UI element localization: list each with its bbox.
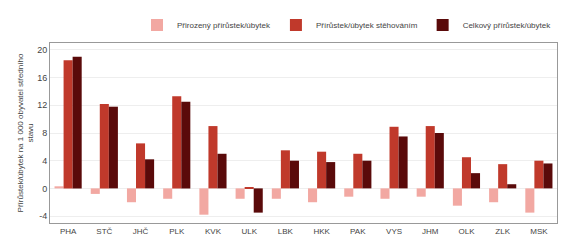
svg-text:KVK: KVK bbox=[205, 227, 222, 236]
svg-text:STČ: STČ bbox=[96, 227, 112, 236]
svg-text:OLK: OLK bbox=[458, 227, 475, 236]
svg-text:MSK: MSK bbox=[530, 227, 548, 236]
svg-text:20: 20 bbox=[37, 45, 47, 55]
svg-text:Přírůstek/úbytek na 1 000 obyv: Přírůstek/úbytek na 1 000 obyvatel střed… bbox=[16, 53, 35, 212]
svg-text:PHA: PHA bbox=[60, 227, 77, 236]
svg-text:JHM: JHM bbox=[422, 227, 439, 236]
svg-text:Celkový přírůstek/úbytek: Celkový přírůstek/úbytek bbox=[463, 21, 552, 30]
svg-text:Přírůstek/úbytek stěhováním: Přírůstek/úbytek stěhováním bbox=[316, 21, 418, 30]
svg-text:JHČ: JHČ bbox=[133, 227, 149, 236]
svg-text:Přirozený přírůstek/úbytek: Přirozený přírůstek/úbytek bbox=[177, 21, 271, 30]
svg-text:PLK: PLK bbox=[169, 227, 185, 236]
svg-text:PAK: PAK bbox=[350, 227, 366, 236]
svg-text:4: 4 bbox=[42, 156, 47, 166]
svg-text:HKK: HKK bbox=[313, 227, 330, 236]
svg-text:12: 12 bbox=[37, 100, 47, 110]
svg-text:-4: -4 bbox=[39, 211, 47, 221]
svg-text:ULK: ULK bbox=[241, 227, 257, 236]
svg-text:16: 16 bbox=[37, 73, 47, 83]
svg-text:VYS: VYS bbox=[386, 227, 402, 236]
svg-text:LBK: LBK bbox=[278, 227, 294, 236]
svg-text:ZLK: ZLK bbox=[495, 227, 510, 236]
svg-text:0: 0 bbox=[42, 184, 47, 194]
svg-text:8: 8 bbox=[42, 128, 47, 138]
